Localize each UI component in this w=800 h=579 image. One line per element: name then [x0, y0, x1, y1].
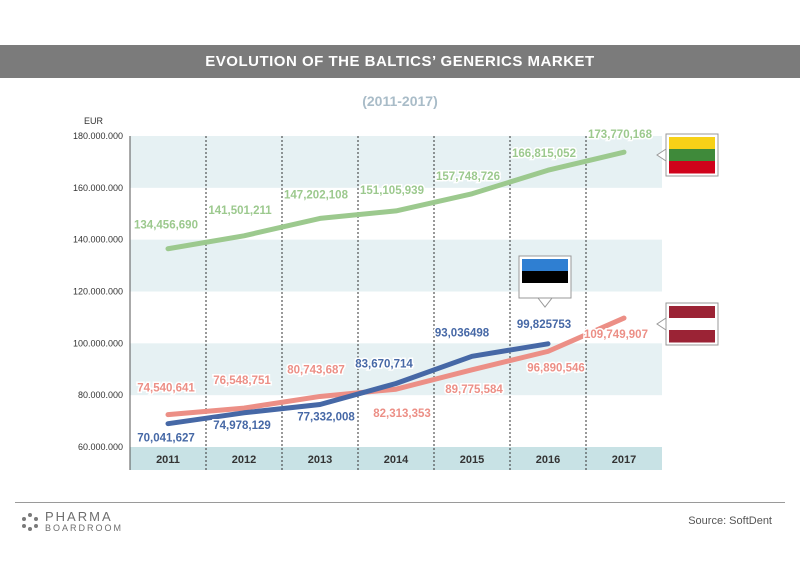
data-label-estonia: 99,825753 — [517, 319, 571, 331]
data-label-estonia: 70,041,627 — [137, 433, 195, 445]
y-tick-label: 180.000.000 — [73, 131, 123, 141]
y-tick-label: 80.000.000 — [78, 390, 123, 400]
data-label-lithuania: 147,202,108 — [284, 189, 349, 201]
data-label-latvia: 96,890,546 — [527, 362, 585, 374]
latvia-flag-icon — [656, 302, 719, 346]
data-label-estonia: 83,670,714 — [355, 359, 413, 371]
chart-subtitle: (2011-2017) — [362, 93, 438, 109]
chart-title: EVOLUTION OF THE BALTICS’ GENERICS MARKE… — [0, 45, 800, 78]
data-label-lithuania: 157,748,726 — [436, 171, 500, 183]
logo-text-boardroom: BOARDROOM — [45, 523, 124, 533]
x-tick-label: 2016 — [536, 454, 560, 466]
x-tick-label: 2015 — [460, 454, 484, 466]
source-note: Source: SoftDent — [688, 515, 772, 527]
estonia-flag-icon — [518, 255, 572, 308]
y-tick-label: 160.000.000 — [73, 183, 123, 193]
x-tick-label: 2013 — [308, 454, 332, 466]
logo-dots-icon — [22, 513, 38, 531]
data-label-latvia: 109,749,907 — [584, 329, 648, 341]
x-tick-label: 2017 — [612, 454, 636, 466]
x-tick-label: 2014 — [384, 454, 409, 466]
data-label-lithuania: 173,770,168 — [588, 129, 653, 141]
data-label-latvia: 74,540,641 — [137, 383, 195, 395]
x-tick-label: 2012 — [232, 454, 256, 466]
pharmaboardroom-logo: PHARMA BOARDROOM — [20, 509, 140, 535]
series-line-lithuania — [165, 149, 627, 252]
data-label-lithuania: 134,456,690 — [134, 220, 198, 232]
data-label-estonia: 77,332,008 — [297, 411, 355, 423]
series-line-latvia — [165, 315, 627, 418]
data-label-latvia: 82,313,353 — [373, 408, 431, 420]
data-label-lithuania: 151,105,939 — [360, 185, 424, 197]
data-label-latvia: 76,548,751 — [213, 375, 271, 387]
x-tick-label: 2011 — [156, 454, 180, 466]
x-axis-band — [130, 447, 662, 470]
data-label-latvia: 89,775,584 — [445, 384, 503, 396]
data-label-latvia: 80,743,687 — [287, 364, 345, 376]
footer-divider — [15, 502, 785, 503]
data-label-lithuania: 166,815,052 — [512, 148, 576, 160]
y-tick-label: 140.000.000 — [73, 235, 123, 245]
y-tick-label: 120.000.000 — [73, 287, 123, 297]
y-tick-label: 60.000.000 — [78, 442, 123, 452]
y-tick-label: 100.000.000 — [73, 338, 123, 348]
data-label-estonia: 93,036498 — [435, 327, 490, 339]
lithuania-flag-icon — [656, 133, 719, 177]
logo-text-pharma: PHARMA — [45, 509, 113, 524]
data-label-lithuania: 141,501,211 — [208, 205, 272, 217]
y-axis-label: EUR — [84, 116, 104, 126]
data-label-estonia: 74,978,129 — [213, 420, 271, 432]
grid-band — [130, 343, 662, 396]
series-line-estonia — [165, 341, 551, 427]
grid-band — [130, 239, 662, 292]
